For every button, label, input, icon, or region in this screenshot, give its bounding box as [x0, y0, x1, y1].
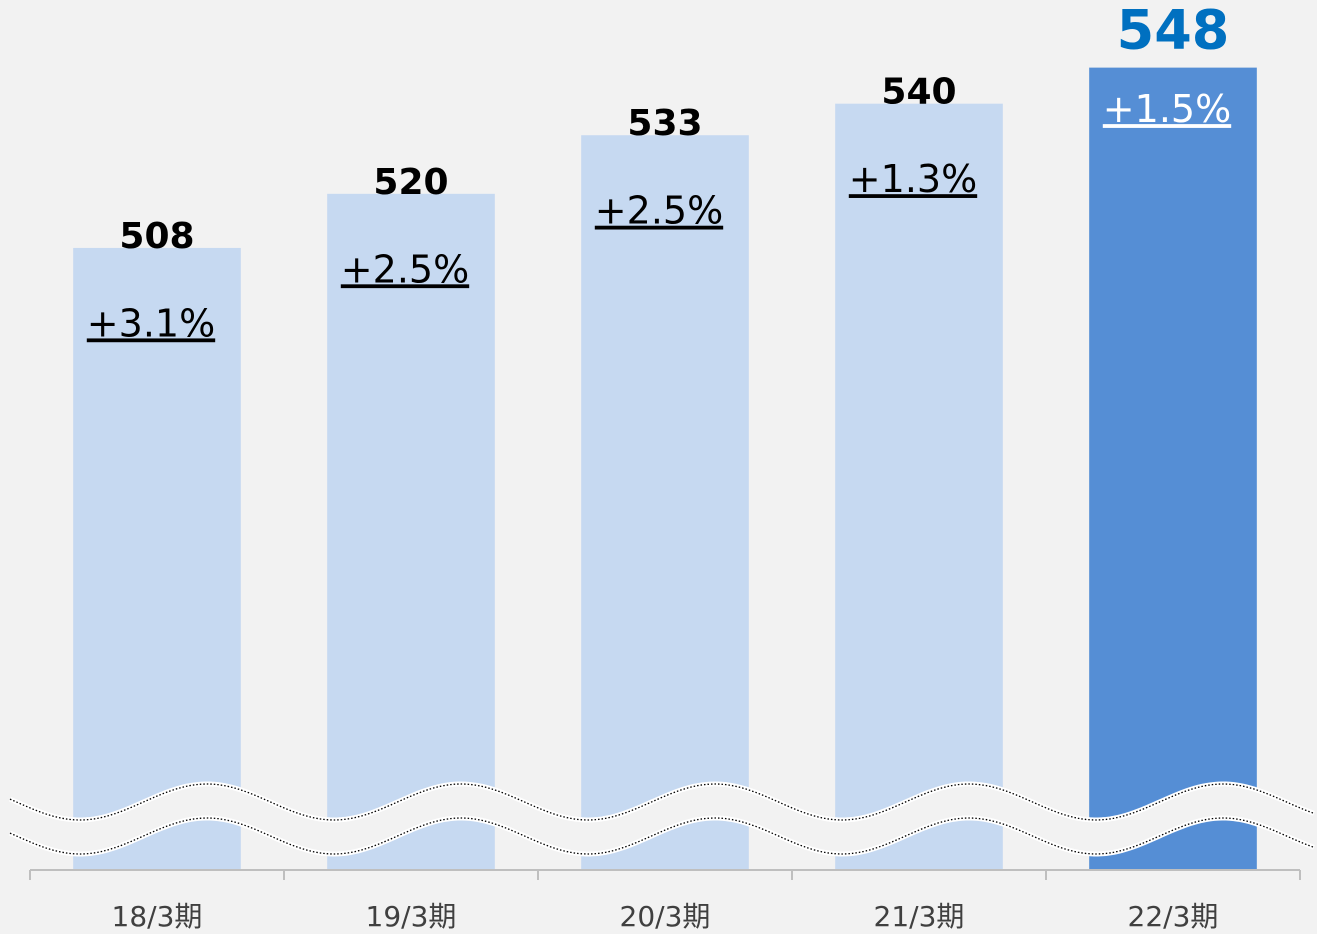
break-line [9, 783, 1315, 821]
axis-break [8, 781, 1315, 857]
value-label: 548 [1117, 0, 1230, 61]
break-band [10, 784, 1314, 854]
bar [1089, 67, 1257, 870]
break-line [9, 817, 1315, 855]
value-label: 520 [373, 162, 448, 203]
value-label: 540 [881, 72, 956, 113]
x-tick-label: 19/3期 [366, 900, 457, 933]
bars [73, 67, 1257, 870]
bar [327, 193, 495, 870]
x-tick-label: 20/3期 [620, 900, 711, 933]
value-label: 533 [627, 103, 702, 144]
change-label: +1.5% [1103, 87, 1231, 131]
value-label: 508 [119, 216, 194, 257]
bar [73, 247, 241, 870]
change-label: +2.5% [595, 189, 723, 233]
labels: 508 +3.1% 18/3期 520 +2.5% 19/3期 533 +2.5% 20/3期 5… [87, 0, 1231, 933]
change-label: +2.5% [341, 247, 469, 291]
change-label: +1.3% [849, 157, 977, 201]
change-label: +3.1% [87, 301, 215, 345]
bar [835, 103, 1003, 870]
x-tick-label: 22/3期 [1128, 900, 1219, 933]
x-tick-label: 18/3期 [112, 900, 203, 933]
x-tick-label: 21/3期 [874, 900, 965, 933]
bar [581, 135, 749, 870]
